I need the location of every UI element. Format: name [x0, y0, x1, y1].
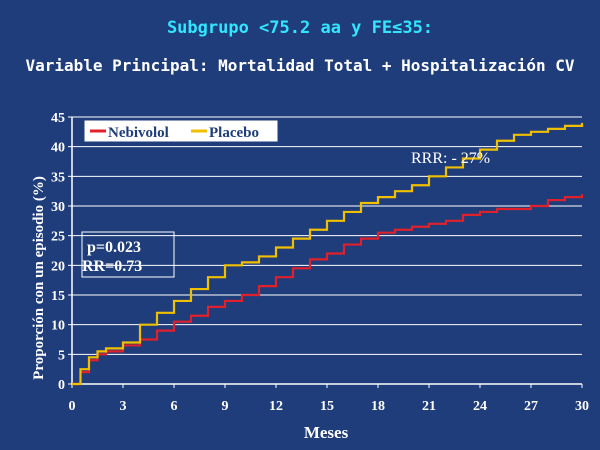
y-tick-label: 5 [58, 348, 65, 363]
x-tick-label: 18 [371, 399, 385, 414]
y-tick-label: 10 [51, 319, 65, 334]
y-tick-label: 45 [51, 111, 65, 126]
y-axis-label: Proporción con un episodio (%) [31, 176, 47, 380]
chart-title: Subgrupo <75.2 aa y FE≤35: [166, 18, 434, 38]
series-line-nebivolol [72, 194, 584, 386]
rrr-annotation: RRR: - 27% [411, 150, 490, 167]
tick-labels: 0 5 10 15 20 25 30 35 40 45 0 3 6 9 12 15 18 21 24 27 30 [51, 111, 589, 414]
rr-label: RR=0.73 [82, 258, 142, 275]
x-tick-label: 0 [69, 399, 76, 414]
y-tick-label: 25 [51, 230, 65, 245]
y-tick-label: 30 [51, 200, 65, 215]
legend-box [84, 120, 278, 142]
x-tick-label: 21 [422, 399, 436, 414]
grid-lines [72, 116, 582, 355]
legend-label-placebo: Placebo [209, 125, 259, 141]
series-line-placebo [72, 122, 584, 386]
y-tick-label: 0 [58, 378, 65, 393]
p-value-label: p=0.023 [87, 239, 141, 256]
x-tick-label: 9 [222, 399, 229, 414]
x-tick-label: 3 [120, 399, 127, 414]
x-tick-label: 12 [269, 399, 283, 414]
y-tick-label: 35 [51, 170, 65, 185]
stats-box: p=0.023 RR=0.73 [81, 231, 175, 278]
series-lines [72, 122, 584, 386]
y-tick-label: 40 [51, 141, 65, 156]
y-tick-label: 15 [51, 289, 65, 304]
x-tick-label: 15 [320, 399, 334, 414]
legend-label-nebivolol: Nebivolol [108, 125, 169, 141]
axes [71, 117, 582, 385]
chart-subtitle: Variable Principal: Mortalidad Total + H… [25, 56, 575, 75]
x-tick-label: 27 [524, 399, 538, 414]
y-tick-label: 20 [51, 259, 65, 274]
x-tick-label: 24 [473, 399, 487, 414]
x-tick-label: 6 [171, 399, 178, 414]
x-axis-label: Meses [304, 423, 349, 442]
legend: Nebivolol Placebo [84, 120, 278, 142]
x-tick-label: 30 [575, 399, 589, 414]
